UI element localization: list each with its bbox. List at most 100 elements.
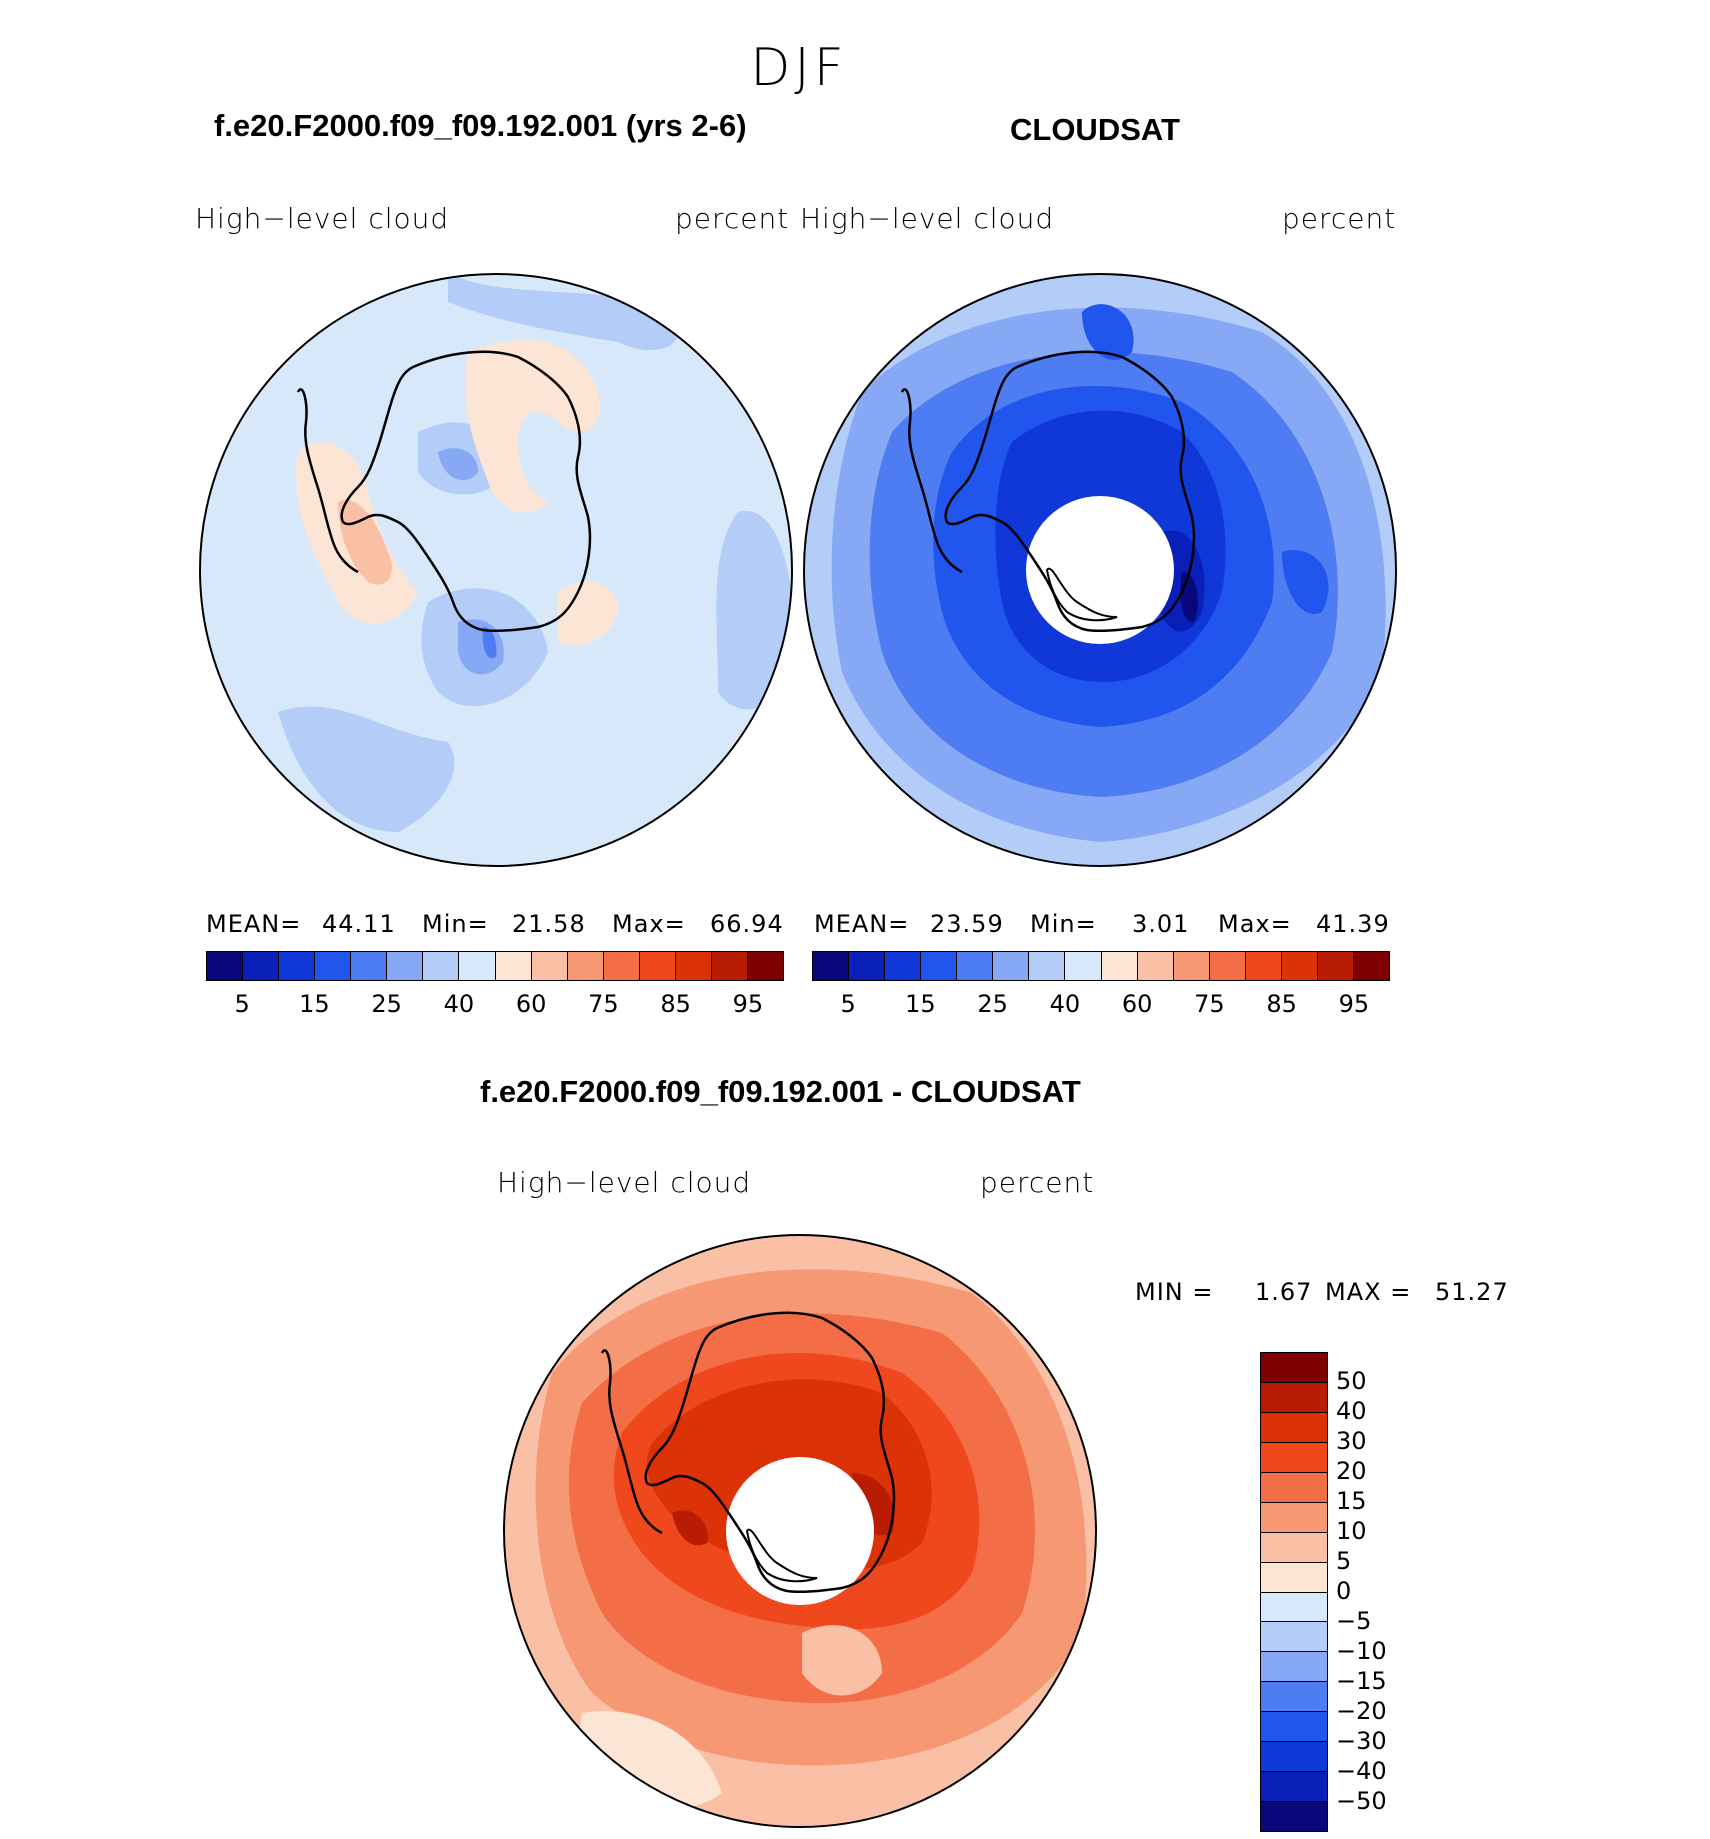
colorbar-swatch bbox=[207, 952, 244, 980]
colorbar-swatch bbox=[1101, 952, 1138, 980]
colorbar-tick-label: 5 bbox=[1336, 1547, 1352, 1575]
colorbar-swatch bbox=[747, 952, 783, 980]
colorbar-swatch bbox=[993, 952, 1030, 980]
diff-panel-units-label: percent bbox=[980, 1166, 1095, 1199]
colorbar-swatch bbox=[279, 952, 316, 980]
panel-1-units-label: percent bbox=[675, 202, 790, 235]
colorbar-tick-label: 95 bbox=[1338, 990, 1370, 1018]
colorbar-tick-label: 60 bbox=[515, 990, 547, 1018]
colorbar-swatch bbox=[459, 952, 496, 980]
panel-2-mean-value: 23.59 bbox=[930, 910, 1004, 938]
colorbar-tick-label: 5 bbox=[840, 990, 856, 1018]
diff-panel-variable-label: High−level cloud bbox=[497, 1166, 752, 1199]
panel-1-colorbar bbox=[206, 951, 784, 981]
colorbar-swatch bbox=[387, 952, 424, 980]
colorbar-swatch bbox=[921, 952, 958, 980]
figure-title: DJF bbox=[750, 38, 848, 98]
panel-2-max-label: Max= bbox=[1218, 910, 1292, 938]
colorbar-tick-label: 40 bbox=[1336, 1397, 1367, 1425]
panel-1-variable-label: High−level cloud bbox=[195, 202, 450, 235]
colorbar-tick-label: −15 bbox=[1336, 1667, 1387, 1695]
colorbar-tick-label: 40 bbox=[443, 990, 475, 1018]
colorbar-swatch bbox=[351, 952, 388, 980]
colorbar-swatch bbox=[813, 952, 850, 980]
colorbar-tick-label: −40 bbox=[1336, 1757, 1387, 1785]
colorbar-swatch bbox=[1261, 1562, 1327, 1593]
colorbar-swatch bbox=[1261, 1652, 1327, 1683]
panel-1-min-label: Min= bbox=[422, 910, 489, 938]
colorbar-swatch bbox=[603, 952, 640, 980]
panel-2-min-value: 3.01 bbox=[1132, 910, 1190, 938]
colorbar-tick-label: 20 bbox=[1336, 1457, 1367, 1485]
colorbar-swatch bbox=[1261, 1472, 1327, 1503]
diff-min-value: 1.67 bbox=[1255, 1278, 1313, 1306]
colorbar-swatch bbox=[1245, 952, 1282, 980]
colorbar-tick-label: 50 bbox=[1336, 1367, 1367, 1395]
colorbar-tick-label: −20 bbox=[1336, 1697, 1387, 1725]
colorbar-tick-label: 95 bbox=[732, 990, 764, 1018]
colorbar-swatch bbox=[1261, 1442, 1327, 1473]
diff-min-label: MIN = bbox=[1135, 1278, 1214, 1306]
colorbar-tick-label: 5 bbox=[234, 990, 250, 1018]
panel-2-polar-map bbox=[803, 273, 1397, 867]
panel-1-title: f.e20.F2000.f09_f09.192.001 (yrs 2-6) bbox=[214, 108, 747, 143]
panel-1-max-label: Max= bbox=[612, 910, 686, 938]
panel-2-max-value: 41.39 bbox=[1316, 910, 1390, 938]
panel-2-title: CLOUDSAT bbox=[1010, 112, 1180, 147]
colorbar-swatch bbox=[567, 952, 604, 980]
colorbar-tick-label: 75 bbox=[1194, 990, 1225, 1018]
colorbar-swatch bbox=[1261, 1532, 1327, 1563]
colorbar-swatch bbox=[1261, 1592, 1327, 1623]
colorbar-swatch bbox=[1317, 952, 1354, 980]
panel-1-max-value: 66.94 bbox=[710, 910, 784, 938]
colorbar-swatch bbox=[1173, 952, 1210, 980]
colorbar-swatch bbox=[1261, 1802, 1327, 1831]
colorbar-swatch bbox=[1261, 1682, 1327, 1713]
colorbar-swatch bbox=[849, 952, 886, 980]
colorbar-tick-label: −5 bbox=[1336, 1607, 1372, 1635]
panel-1-mean-label: MEAN= bbox=[206, 910, 302, 938]
colorbar-tick-label: 75 bbox=[588, 990, 619, 1018]
panel-1-min-value: 21.58 bbox=[512, 910, 586, 938]
colorbar-swatch bbox=[1261, 1412, 1327, 1443]
diff-panel-title: f.e20.F2000.f09_f09.192.001 - CLOUDSAT bbox=[480, 1074, 1081, 1109]
colorbar-swatch bbox=[711, 952, 748, 980]
panel-2-variable-label: High−level cloud bbox=[800, 202, 1055, 235]
panel-2-mean-label: MEAN= bbox=[814, 910, 910, 938]
colorbar-tick-label: 15 bbox=[905, 990, 936, 1018]
diff-max-label: MAX = bbox=[1325, 1278, 1412, 1306]
colorbar-swatch bbox=[315, 952, 352, 980]
colorbar-swatch bbox=[885, 952, 922, 980]
colorbar-swatch bbox=[1029, 952, 1066, 980]
colorbar-swatch bbox=[1261, 1502, 1327, 1533]
colorbar-tick-label: 25 bbox=[977, 990, 1008, 1018]
diff-colorbar-ticks: 50 40 30 20 15 10 5 0 −5 −10 −15 −20 −30 −40 −50 bbox=[1336, 1352, 1446, 1832]
diff-panel-polar-map bbox=[503, 1234, 1097, 1828]
panel-1-mean-value: 44.11 bbox=[322, 910, 396, 938]
colorbar-tick-label: 25 bbox=[371, 990, 402, 1018]
panel-2-min-label: Min= bbox=[1030, 910, 1097, 938]
colorbar-swatch bbox=[957, 952, 994, 980]
colorbar-swatch bbox=[1261, 1772, 1327, 1803]
diff-max-value: 51.27 bbox=[1435, 1278, 1509, 1306]
colorbar-swatch bbox=[1261, 1712, 1327, 1743]
colorbar-swatch bbox=[1261, 1382, 1327, 1413]
colorbar-swatch bbox=[243, 952, 280, 980]
colorbar-swatch bbox=[1261, 1353, 1327, 1383]
colorbar-swatch bbox=[639, 952, 676, 980]
colorbar-tick-label: −30 bbox=[1336, 1727, 1387, 1755]
colorbar-tick-label: 85 bbox=[660, 990, 691, 1018]
colorbar-tick-label: 10 bbox=[1336, 1517, 1367, 1545]
colorbar-swatch bbox=[495, 952, 532, 980]
colorbar-tick-label: 40 bbox=[1049, 990, 1081, 1018]
colorbar-tick-label: 30 bbox=[1336, 1427, 1367, 1455]
colorbar-swatch bbox=[1261, 1742, 1327, 1773]
colorbar-swatch bbox=[675, 952, 712, 980]
colorbar-swatch bbox=[1065, 952, 1102, 980]
colorbar-tick-label: 85 bbox=[1266, 990, 1297, 1018]
colorbar-tick-label: 15 bbox=[299, 990, 330, 1018]
panel-2-colorbar-ticks: 5 15 25 40 60 75 85 95 bbox=[812, 990, 1390, 1020]
colorbar-swatch bbox=[531, 952, 568, 980]
colorbar-swatch bbox=[1353, 952, 1389, 980]
diff-colorbar bbox=[1260, 1352, 1328, 1832]
